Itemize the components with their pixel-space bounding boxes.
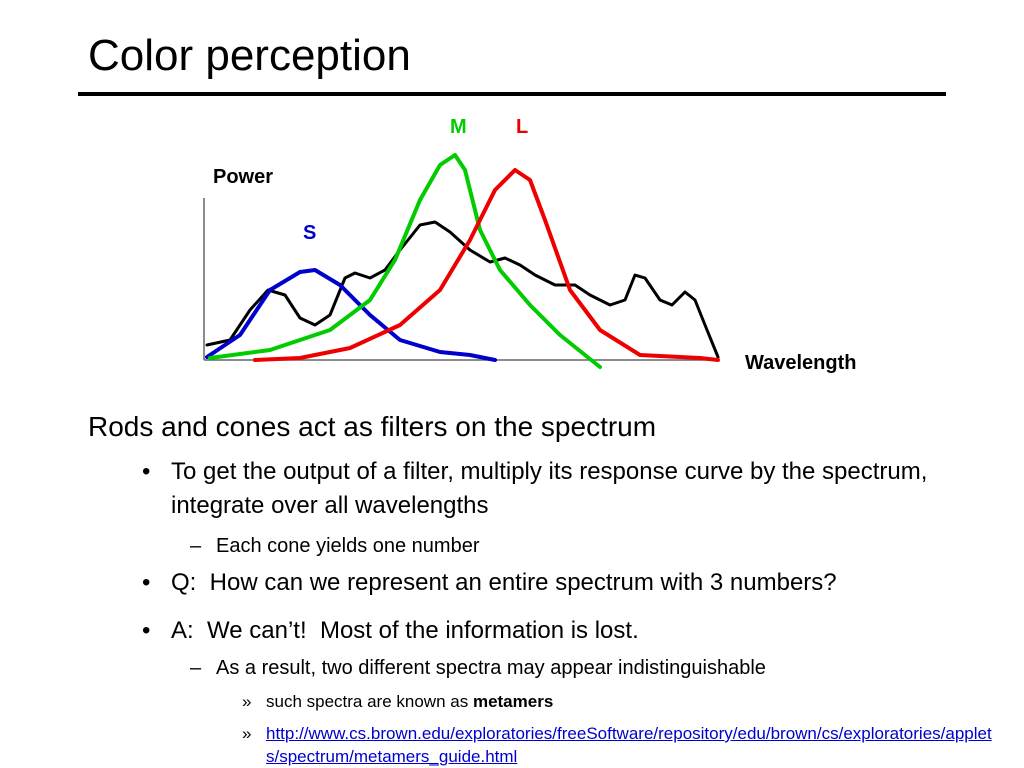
subsub-text-bold: metamers <box>472 692 554 711</box>
m-label: M <box>450 116 467 138</box>
link[interactable]: http://www.cs.brown.edu/exploratories/fr… <box>266 724 992 766</box>
bullet-text: To get the output of a filter, multiply … <box>171 458 935 519</box>
s-label: S <box>303 222 316 244</box>
l-label: L <box>516 116 528 138</box>
bullet-text: Q: How can we represent an entire spectr… <box>171 569 837 596</box>
sub-text: As a result, two different spectra may a… <box>216 657 766 679</box>
sub-text: Each cone yields one number <box>216 535 480 557</box>
spectrum-curve <box>205 220 720 359</box>
title-rule <box>78 92 946 96</box>
sub-marker: – <box>190 535 202 557</box>
subsub-marker: » <box>242 724 252 743</box>
subsub-text: such spectra are known as metamers <box>266 690 553 713</box>
s-cone-curve <box>205 268 497 362</box>
bullet-marker: • <box>142 569 151 596</box>
m-cone-curve <box>208 153 602 369</box>
bullet-marker: • <box>142 617 151 644</box>
bullet-text: A: We can’t! Most of the information is … <box>171 617 639 644</box>
link-container: http://www.cs.brown.edu/exploratories/fr… <box>266 722 992 768</box>
bullet-marker: • <box>142 458 151 485</box>
sub-marker: – <box>190 657 202 679</box>
subsub-marker: » <box>242 692 252 711</box>
slide-title: Color perception <box>88 31 411 80</box>
x-axis-label: Wavelength <box>745 352 857 374</box>
l-cone-curve <box>253 168 720 362</box>
spectrum-diagram: Power Wavelength S M L <box>203 116 857 374</box>
heading: Rods and cones act as filters on the spe… <box>88 411 657 442</box>
subsub-text-plain: such spectra are known as <box>266 692 473 711</box>
y-axis-label: Power <box>213 166 273 188</box>
